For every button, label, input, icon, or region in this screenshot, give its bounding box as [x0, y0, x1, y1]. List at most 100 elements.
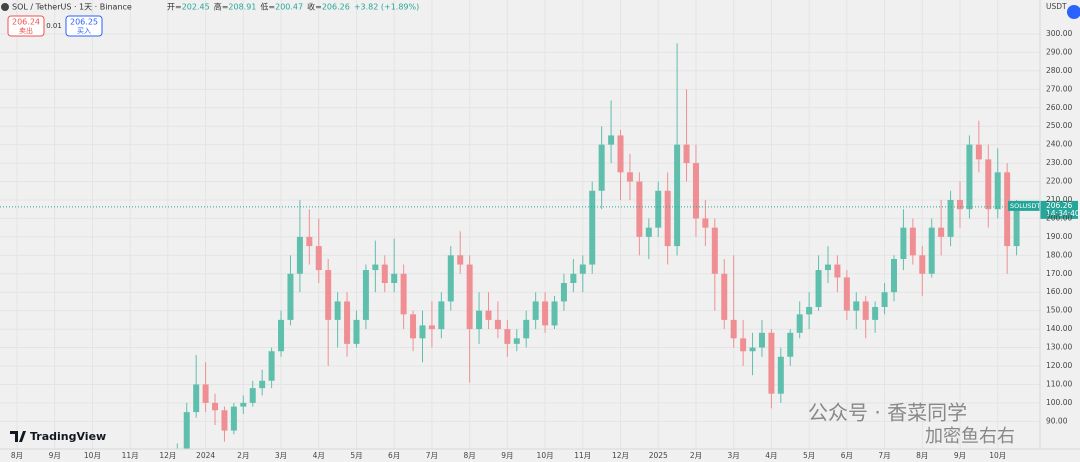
sell-box[interactable] — [7, 15, 45, 37]
candle-body — [711, 227, 718, 274]
candle-body — [259, 380, 266, 389]
y-tick-label: 290.00 — [1046, 47, 1072, 56]
last-price: 206.26 — [1046, 201, 1072, 210]
candle-body — [334, 301, 341, 320]
candle-body — [749, 347, 756, 352]
candle-body — [532, 301, 539, 320]
ohlc-eq: = — [268, 3, 275, 12]
x-tick-label: 6月 — [388, 451, 400, 460]
x-tick-label: 2月 — [690, 451, 702, 460]
candle-body — [391, 273, 398, 283]
candle-body — [278, 319, 285, 352]
candle-body — [626, 172, 633, 182]
candle-body — [881, 292, 888, 307]
candle-body — [457, 255, 464, 265]
candle-body — [655, 190, 662, 228]
y-tick-label: 200.00 — [1046, 213, 1072, 222]
ohlc-label: 收 — [307, 2, 315, 12]
symbol-icon — [1, 3, 9, 11]
candle-body — [400, 273, 407, 315]
candle-body — [740, 338, 747, 352]
candle-body — [438, 301, 445, 330]
y-tick-label: 140.00 — [1046, 324, 1072, 333]
candle-body — [504, 329, 511, 344]
candle-body — [193, 384, 200, 413]
candle-body — [787, 332, 794, 357]
candle-body — [494, 319, 501, 330]
y-tick-label: 180.00 — [1046, 250, 1072, 259]
candle-body — [221, 410, 228, 431]
candle-body — [853, 301, 860, 311]
candle-body — [240, 402, 247, 407]
ohlc-eq: = — [175, 3, 182, 12]
ohlc-eq: = — [222, 3, 229, 12]
candle-body — [824, 264, 831, 271]
candle-body — [985, 159, 992, 210]
buy-box[interactable] — [65, 15, 103, 37]
candle-body — [268, 351, 275, 381]
watermark: 加密鱼右右 — [925, 426, 1015, 447]
candle-body — [542, 301, 549, 326]
candle-body — [523, 319, 530, 339]
ohlc-label: 低 — [260, 2, 268, 12]
x-tick-label: 3月 — [728, 451, 740, 460]
y-tick-label: 190.00 — [1046, 232, 1072, 241]
y-tick-label: 160.00 — [1046, 287, 1072, 296]
x-tick-label: 2024 — [196, 451, 215, 460]
x-tick-label: 10月 — [537, 451, 554, 460]
candle-body — [476, 310, 483, 330]
y-tick-label: 270.00 — [1046, 84, 1072, 93]
x-tick-label: 2月 — [237, 451, 249, 460]
x-tick-label: 12月 — [612, 451, 629, 460]
ohlc-value: 202.45 — [182, 3, 210, 12]
candle-body — [645, 227, 652, 237]
candle-body — [428, 325, 435, 330]
candle-body — [249, 388, 256, 403]
candle-body — [381, 264, 388, 283]
ohlc-value: 208.91 — [228, 3, 256, 12]
candle-body — [758, 332, 765, 348]
candle-body — [815, 270, 822, 307]
candle-body — [598, 144, 605, 191]
candle-body — [834, 264, 841, 278]
buy-price[interactable]: 206.25 — [70, 18, 98, 27]
candle-body — [862, 301, 869, 320]
symbol: SOL / TetherUS · 1天 · Binance — [12, 3, 132, 12]
brand-logo — [10, 431, 26, 442]
candle-body — [928, 227, 935, 274]
ohlc-label: 高 — [214, 2, 222, 12]
candle-body — [589, 190, 596, 265]
candle-body — [362, 270, 369, 320]
buy-label[interactable]: 买入 — [77, 27, 91, 35]
x-tick-label: 5月 — [803, 451, 815, 460]
sell-price[interactable]: 206.24 — [12, 18, 40, 27]
candle-body — [306, 236, 313, 247]
candles — [176, 43, 1020, 449]
x-tick-label: 8月 — [11, 451, 23, 460]
candle-body — [296, 236, 303, 274]
buy-button[interactable]: 206.25 买入 — [65, 15, 103, 37]
x-tick-label: 9月 — [49, 451, 61, 460]
candle-body — [212, 402, 219, 411]
brand-name: TradingView — [30, 430, 106, 443]
candle-body — [372, 264, 379, 271]
candle-body — [872, 306, 879, 320]
settings-icon[interactable] — [1067, 5, 1080, 19]
candle-body — [683, 144, 690, 164]
candle-body — [900, 227, 907, 260]
candle-body — [570, 273, 577, 283]
y-tick-label: 130.00 — [1046, 343, 1072, 352]
grid — [0, 0, 1040, 449]
price-tag — [1040, 200, 1078, 219]
ohlc-value: +3.82 (+1.89%) — [354, 3, 419, 12]
sell-button[interactable]: 206.24 卖出 — [7, 15, 45, 37]
x-tick-label: 9月 — [954, 451, 966, 460]
sell-label[interactable]: 卖出 — [19, 26, 33, 35]
candle-body — [325, 270, 332, 320]
candle-body — [447, 255, 454, 302]
candle-body — [721, 273, 728, 320]
candle-body — [410, 314, 417, 339]
